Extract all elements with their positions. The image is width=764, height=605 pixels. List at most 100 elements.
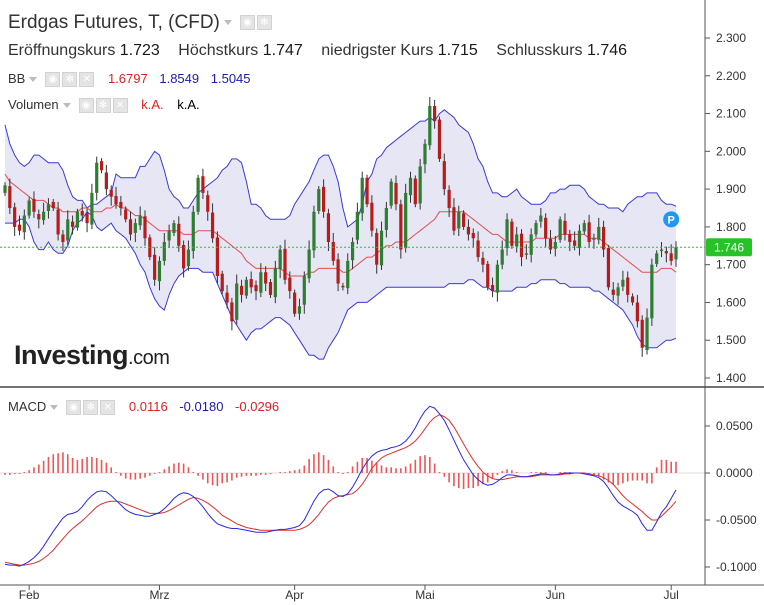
price-tick-label: 2.100: [716, 107, 746, 121]
time-tick-label: Feb: [19, 588, 40, 602]
candle-body: [389, 181, 393, 206]
candle-body: [167, 230, 171, 241]
price-tick-label: 1.500: [716, 333, 746, 347]
close-label: Schlusskurs: [496, 42, 583, 59]
price-tick-label: 1.600: [716, 295, 746, 309]
candle-body: [399, 204, 403, 250]
candlesticks: [3, 96, 678, 357]
candle-body: [524, 253, 528, 255]
candle-body: [655, 253, 659, 264]
low-value: 1.715: [437, 42, 478, 59]
time-tick-label: Mrz: [149, 588, 169, 602]
candle-body: [264, 272, 268, 284]
close-icon[interactable]: ✕: [79, 72, 95, 88]
candle-body: [273, 268, 277, 298]
candle-body: [143, 216, 147, 239]
eye-icon[interactable]: ◉: [239, 15, 255, 31]
price-tick-label: 2.300: [716, 31, 746, 45]
close-icon[interactable]: ✕: [100, 400, 116, 416]
candle-body: [404, 192, 408, 249]
time-tick-label: Apr: [285, 588, 304, 602]
candle-body: [505, 219, 509, 249]
bb-legend: BB ◉ ✻ ✕ 1.6797 1.8549 1.5045: [8, 71, 251, 88]
volume-value-2: k.A.: [177, 97, 200, 112]
macd-tick-label: -0.0500: [716, 513, 757, 527]
candle-body: [606, 248, 611, 288]
candle-body: [153, 254, 157, 280]
candle-body: [621, 279, 625, 287]
gear-icon[interactable]: ✻: [83, 400, 99, 416]
volume-dropdown-icon[interactable]: [62, 103, 71, 109]
gear-icon[interactable]: ✻: [256, 15, 272, 31]
macd-tick-label: 0.0500: [716, 419, 753, 433]
candle-body: [365, 177, 369, 205]
gear-icon[interactable]: ✻: [62, 72, 78, 88]
candle-body: [254, 285, 258, 292]
macd-dropdown-icon[interactable]: [50, 405, 59, 411]
candle-body: [66, 219, 70, 241]
candle-body: [104, 172, 108, 190]
candle-body: [3, 185, 7, 193]
candle-body: [95, 162, 99, 193]
candle-body: [442, 161, 446, 190]
macd-plot: [0, 405, 705, 567]
candle-body: [452, 207, 456, 231]
candle-body: [645, 317, 649, 351]
candle-body: [433, 106, 437, 122]
candle-body: [616, 287, 620, 296]
gear-icon[interactable]: ✻: [95, 98, 111, 114]
candle-body: [128, 219, 133, 235]
candle-body: [293, 292, 297, 314]
candle-body: [312, 211, 316, 251]
candle-body: [558, 219, 562, 240]
candle-body: [640, 319, 644, 348]
time-tick-label: Jun: [546, 588, 565, 602]
candle-body: [669, 253, 673, 261]
title-dropdown-icon[interactable]: [223, 20, 232, 26]
candle-body: [437, 119, 442, 159]
candle-body: [500, 249, 504, 265]
bb-upper-line: [4, 109, 677, 228]
macd-label: MACD: [8, 399, 47, 414]
title-text: Erdgas Futures, T, (CFD): [8, 12, 220, 33]
candle-body: [346, 260, 350, 289]
candle-body: [317, 189, 321, 212]
bb-dropdown-icon[interactable]: [29, 77, 38, 83]
close-value: 1.746: [586, 42, 628, 59]
candle-body: [341, 285, 345, 288]
low-label: niedrigster Kurs: [321, 42, 434, 59]
open-label: Eröffnungskurs: [8, 42, 116, 59]
eye-icon[interactable]: ◉: [66, 400, 82, 416]
eye-icon[interactable]: ◉: [45, 72, 61, 88]
candle-body: [408, 177, 413, 196]
candle-body: [13, 207, 17, 227]
macd-line: [4, 405, 677, 567]
candle-body: [515, 234, 519, 247]
candle-body: [413, 178, 417, 205]
candle-body: [297, 306, 302, 314]
candle-body: [529, 234, 533, 255]
candle-body: [162, 242, 166, 261]
price-tick-label: 2.200: [716, 69, 746, 83]
candle-body: [268, 282, 273, 295]
open-value: 1.723: [119, 42, 160, 59]
candle-body: [42, 211, 46, 221]
candle-body: [553, 242, 557, 249]
candle-body: [519, 233, 524, 258]
candle-body: [278, 249, 282, 270]
candle-body: [235, 283, 239, 320]
candle-body: [601, 226, 606, 250]
candle-body: [379, 230, 384, 266]
candle-body: [659, 249, 664, 252]
logo-main: Investing: [14, 340, 129, 370]
candle-body: [70, 221, 75, 227]
candle-body: [191, 211, 195, 252]
close-icon[interactable]: ✕: [112, 98, 128, 114]
candle-body: [635, 302, 639, 322]
bb-upper-value: 1.8549: [159, 71, 200, 86]
ohlc-row: Eröffnungskurs 1.723 Höchstkurs 1.747 ni…: [8, 42, 641, 60]
price-tick-label: 1.700: [716, 258, 746, 272]
eye-icon[interactable]: ◉: [78, 98, 94, 114]
candle-body: [394, 183, 398, 205]
candle-body: [630, 296, 635, 303]
